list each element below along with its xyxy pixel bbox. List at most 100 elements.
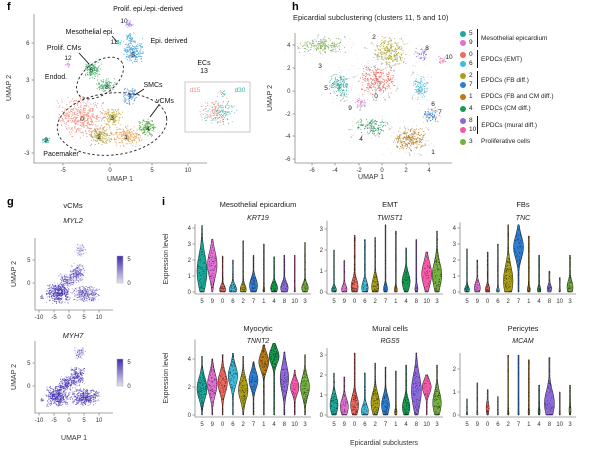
violin-jitter-dots (537, 260, 541, 293)
violin-jitter-dots (239, 356, 248, 416)
violin-RGS5-cluster-6 (361, 372, 369, 416)
legend-row: 4 EPDCs (CM diff.) (460, 104, 600, 113)
axis (34, 341, 113, 414)
violin-y-tick-label: 0 (453, 413, 457, 419)
violin-category-label: 5 (332, 299, 336, 305)
umap-cluster-5 (123, 37, 144, 64)
annotation-callout-line (149, 104, 160, 118)
subcluster-0 (358, 65, 396, 96)
violin-TWIST1-cluster-5 (331, 249, 337, 293)
violin-category-label: 8 (415, 422, 419, 428)
violin-category-label: 3 (303, 299, 307, 305)
violin-jitter-dots (485, 253, 490, 293)
legend-dot-2 (460, 72, 466, 79)
x-tick-label: 0 (67, 418, 71, 424)
violin-jitter-dots (496, 250, 500, 293)
subcluster-number: 1 (431, 149, 435, 156)
violin-category-label: 2 (374, 422, 378, 428)
legend-cluster-number: 2 (469, 72, 473, 79)
y-tick-label: 0 (287, 89, 291, 95)
violin-jitter-dots (394, 373, 397, 415)
cluster-number: 4 (146, 126, 150, 133)
violin-KRT19-cluster-1 (262, 243, 265, 293)
y-tick-label: 5 (27, 361, 31, 367)
violin-category-label: 8 (548, 422, 552, 428)
subcluster-3 (296, 37, 347, 54)
legend-label: EPDCs (FB diff.) (481, 76, 529, 84)
feature-dots-MYH7 (40, 350, 100, 407)
y-tick-label: 0 (27, 384, 31, 390)
legend-dot-9 (460, 39, 466, 46)
legend-label: EPDCs (FB and CM diff.) (481, 93, 554, 100)
violin-jitter-dots (538, 384, 541, 415)
violin-category-label: 1 (527, 422, 531, 428)
expression-colorbar (116, 358, 124, 387)
legend-cluster-number: 9 (469, 39, 473, 46)
violin-jitter-dots (422, 251, 431, 292)
violin-RGS5-cluster-7 (381, 366, 390, 416)
violin-y-tick-label: 4 (453, 226, 457, 232)
subcluster-number: 5 (324, 85, 328, 92)
umap-cluster-5b (125, 32, 135, 44)
x-tick-label: -6 (309, 168, 315, 174)
legend-dot-group: 3 (460, 137, 476, 146)
violin-axis (326, 220, 443, 295)
annotation-callout-line (78, 52, 90, 65)
legend-cluster-number: 0 (469, 51, 473, 58)
y-tick-label: 0 (27, 281, 31, 287)
violin-jitter-dots (228, 353, 237, 414)
violin-category-label: 4 (272, 422, 276, 428)
violin-category-label: 1 (394, 422, 398, 428)
violin-KRT19-cluster-6 (228, 259, 237, 293)
violin-category-label: 4 (404, 299, 408, 305)
legend-row: 1 EPDCs (FB and CM diff.) (460, 92, 600, 101)
violin-category-label: 1 (262, 299, 266, 305)
legend-dot-3 (460, 138, 466, 145)
violin-jitter-dots (403, 365, 410, 415)
subcluster-number: 8 (425, 45, 429, 52)
subcluster-number: 3 (318, 63, 322, 70)
colorbar-min-label: 0 (127, 384, 131, 390)
violin-jitter-dots (331, 251, 337, 292)
violin-category-label: 6 (496, 299, 500, 305)
legend-dot-group: 1 (460, 92, 476, 101)
violin-title: Pericytes (508, 324, 539, 333)
violin-jitter-dots (351, 237, 359, 292)
y-tick-label: -3 (24, 151, 30, 157)
violin-MCAM-cluster-2 (507, 354, 510, 416)
expression-colorbar (116, 255, 124, 284)
violin-TWIST1-cluster-8 (414, 239, 419, 293)
violin-jitter-dots (423, 374, 431, 414)
x-tick-label: -5 (51, 418, 57, 424)
violin-category-label: 0 (221, 299, 225, 305)
x-tick-label: -10 (35, 315, 44, 321)
violin-jitter-dots (301, 354, 310, 416)
violin-category-label: 1 (262, 422, 266, 428)
colorbar-min-label: 0 (127, 281, 131, 287)
violin-jitter-dots (197, 356, 207, 416)
legend-row: 0 6 EPDCs (EMT) (460, 50, 600, 68)
legend-dot-row: 2 (460, 71, 476, 80)
violin-jitter-dots (250, 257, 257, 293)
violin-category-label: 9 (211, 299, 215, 305)
violin-RGS5-cluster-1 (394, 370, 398, 416)
violin-jitter-dots (218, 354, 227, 416)
violin-category-label: 9 (211, 422, 215, 428)
legend-row: 2 7 EPDCs (FB diff.) (460, 71, 600, 89)
legend-dot-row: 0 (460, 50, 476, 59)
violin-category-label: 7 (384, 422, 388, 428)
violin-axis (194, 224, 311, 295)
violin-jitter-dots (514, 224, 523, 292)
legend-dot-group: 8 10 (460, 116, 476, 134)
violin-jitter-dots (341, 261, 347, 292)
violin-TNNT2-cluster-9 (207, 358, 218, 416)
y-tick-label: 2 (287, 66, 291, 72)
violin-category-label: 2 (374, 299, 378, 305)
violin-category-label: 7 (384, 299, 388, 305)
legend-cluster-number: 5 (469, 30, 473, 37)
violin-jitter-dots (547, 271, 552, 293)
violin-TNNT2-cluster-7 (248, 361, 259, 416)
violin-jitter-dots (464, 249, 470, 293)
panel-letter-i: i (162, 196, 166, 208)
